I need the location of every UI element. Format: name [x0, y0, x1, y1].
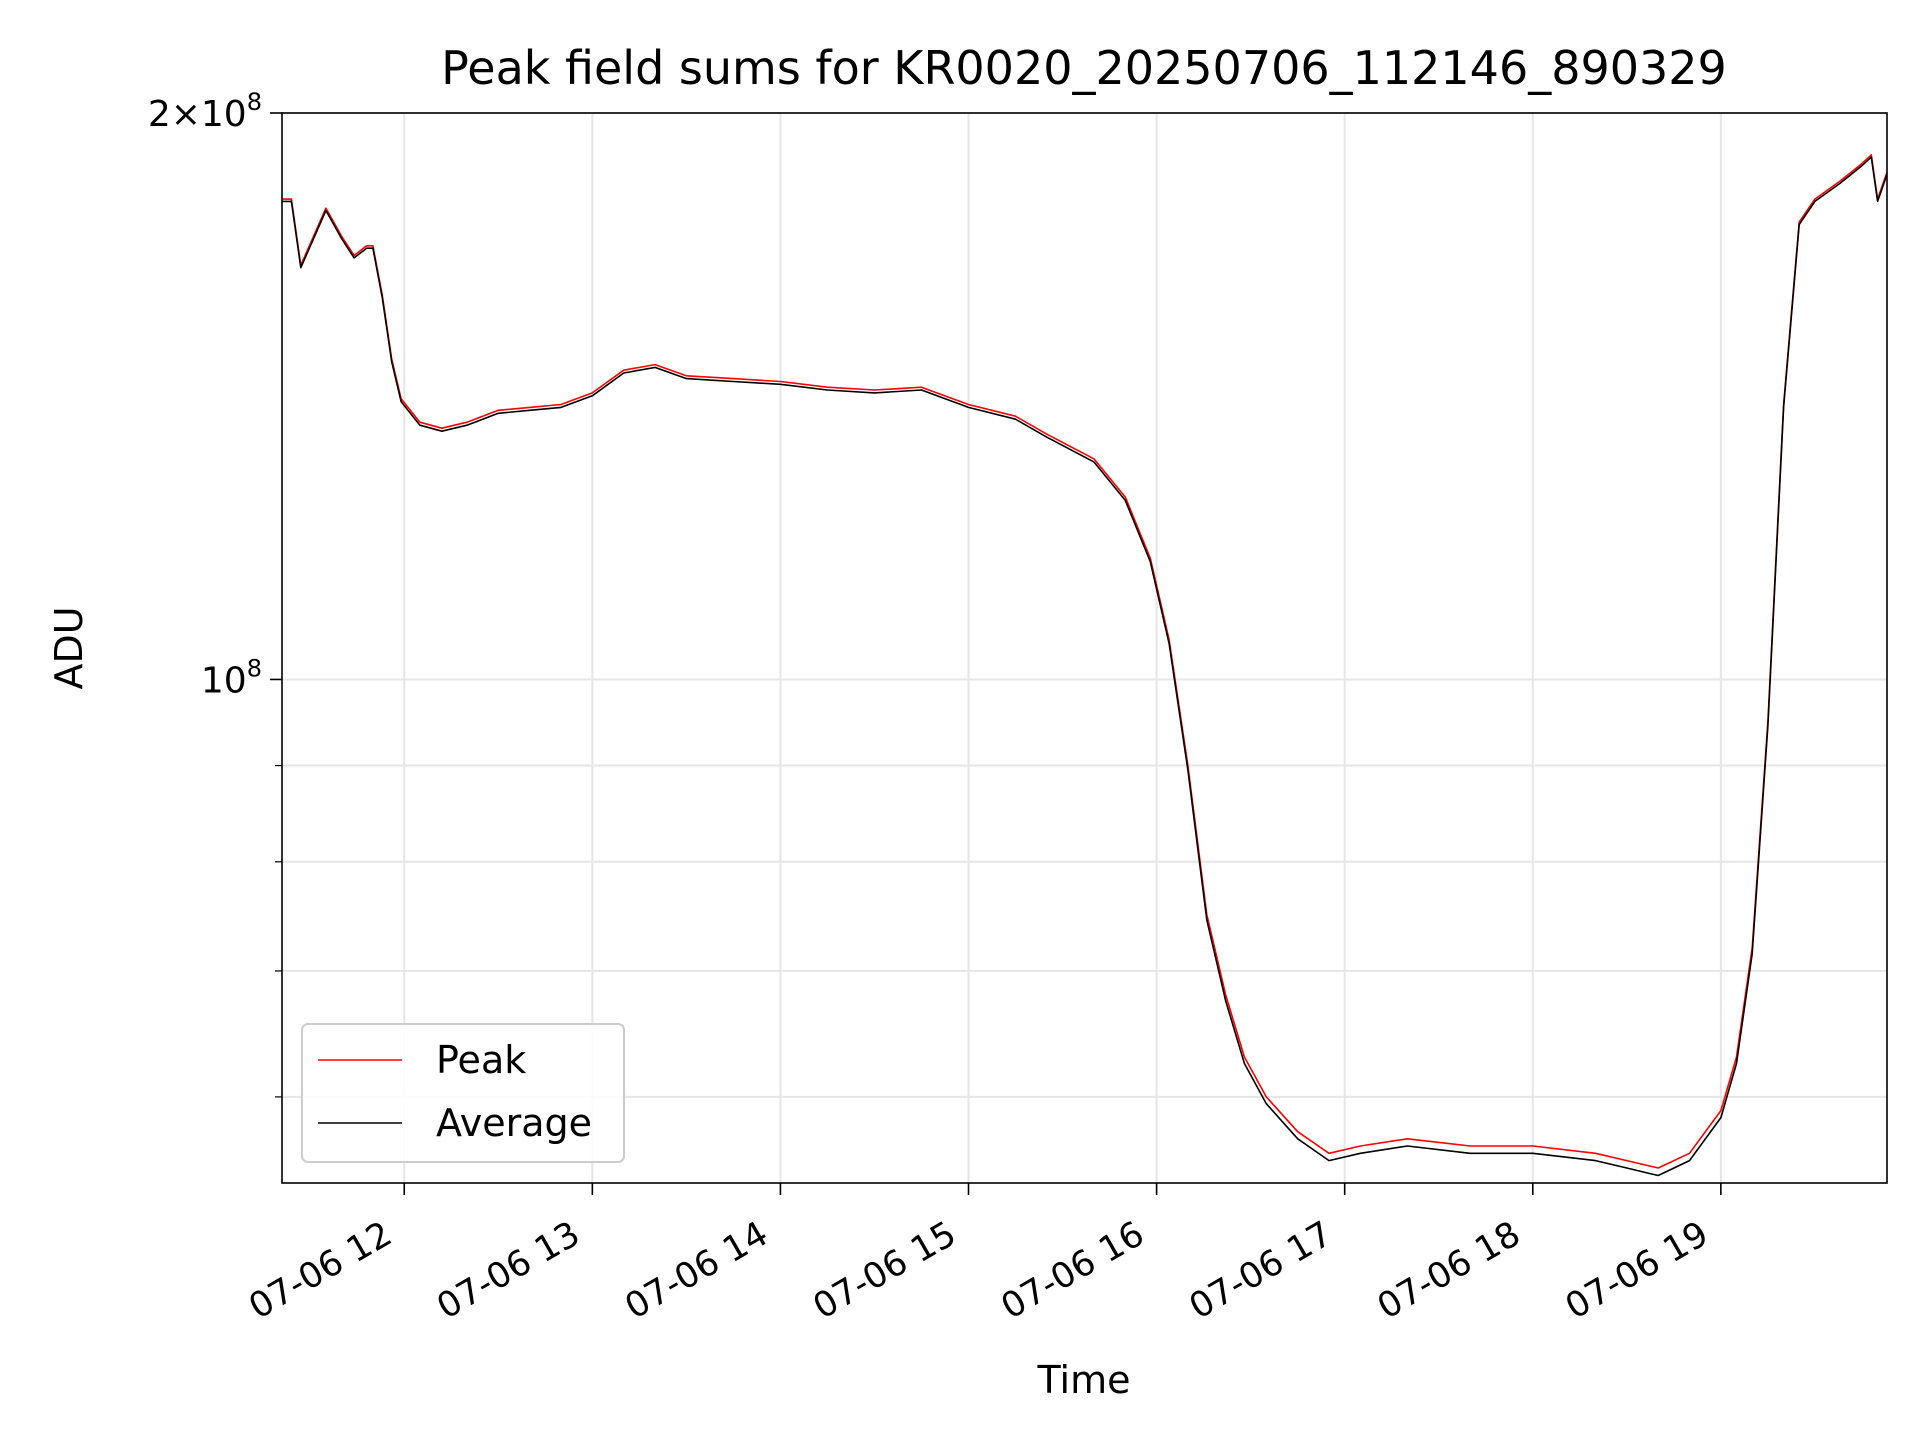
x-axis-label: Time	[1037, 1358, 1131, 1402]
legend-label-peak: Peak	[436, 1038, 526, 1082]
y-tick-label: 108	[201, 654, 262, 701]
series-lines	[282, 154, 1888, 1177]
series-line-average	[282, 156, 1888, 1177]
y-tick-label: 2×108	[148, 88, 262, 135]
legend-label-average: Average	[436, 1101, 592, 1145]
legend: Peak Average	[301, 1023, 625, 1163]
chart-title: Peak field sums for KR0020_20250706_1121…	[441, 41, 1727, 95]
plot-frame	[281, 112, 1888, 1184]
y-axis-ticks: 108 2×108	[148, 88, 282, 1098]
legend-box	[301, 1023, 625, 1163]
y-axis-label: ADU	[47, 606, 91, 689]
plot-area	[282, 113, 1887, 1183]
